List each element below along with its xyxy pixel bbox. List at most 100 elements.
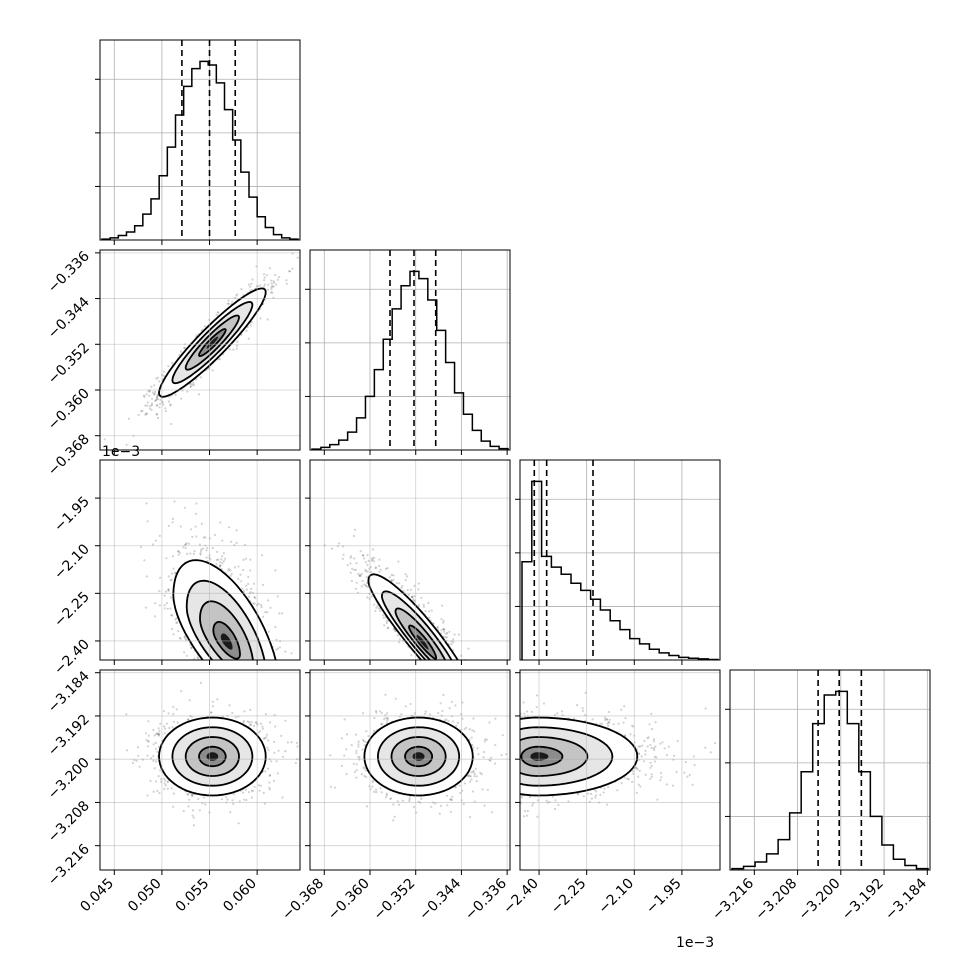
sample-point: [140, 545, 143, 549]
sample-point: [167, 588, 170, 591]
sample-point: [338, 542, 341, 545]
sample-point: [363, 557, 366, 560]
sample-point: [250, 664, 252, 666]
sample-point: [242, 590, 245, 593]
sample-point: [232, 674, 234, 676]
sample-point: [266, 682, 268, 684]
sample-point: [398, 638, 401, 641]
sample-point: [184, 637, 187, 640]
sample-point: [451, 662, 453, 664]
sample-point: [217, 558, 220, 561]
sample-point: [243, 699, 245, 701]
sample-point: [290, 652, 293, 655]
sample-point: [145, 412, 149, 416]
sample-point: [260, 693, 262, 695]
sample-point: [226, 676, 228, 678]
sample-point: [279, 707, 281, 709]
sample-point: [454, 689, 456, 691]
sample-point: [145, 412, 148, 415]
sample-point: [378, 558, 381, 561]
sample-point: [244, 673, 246, 675]
sample-point: [226, 679, 228, 681]
sample-point: [280, 701, 282, 703]
sample-point: [203, 325, 206, 328]
sample-point: [236, 684, 238, 686]
sample-point: [476, 729, 478, 731]
sample-point: [263, 700, 265, 702]
sample-point: [451, 681, 453, 683]
sample-point: [143, 395, 146, 398]
sample-point: [449, 674, 451, 676]
sample-point: [179, 350, 182, 353]
sample-point: [274, 677, 276, 679]
sample-point: [195, 378, 198, 381]
sample-point: [451, 684, 453, 686]
sample-point: [243, 682, 245, 684]
sample-point: [237, 687, 239, 689]
sample-point: [469, 704, 471, 706]
sample-point: [199, 376, 202, 379]
sample-point: [467, 696, 469, 698]
sample-point: [456, 692, 458, 694]
sample-point: [250, 663, 252, 665]
sample-point: [190, 646, 193, 650]
sample-point: [358, 574, 362, 578]
sample-point: [248, 681, 250, 683]
sample-point: [452, 664, 454, 666]
sample-point: [238, 678, 240, 680]
sample-point: [456, 691, 458, 693]
sample-point: [236, 689, 238, 691]
sample-point: [411, 596, 414, 599]
sample-point: [376, 605, 379, 608]
sample-point: [271, 291, 274, 294]
sample-point: [388, 576, 391, 579]
sample-point: [443, 666, 445, 668]
sample-point: [342, 553, 345, 556]
sample-point: [443, 630, 446, 634]
sample-point: [248, 698, 250, 700]
sample-point: [178, 636, 181, 640]
sample-point: [422, 666, 424, 668]
sample-point: [171, 361, 174, 364]
sample-point: [502, 722, 504, 724]
sample-point: [458, 678, 460, 680]
sample-point: [477, 675, 479, 677]
sample-point: [416, 661, 418, 663]
sample-point: [247, 582, 250, 586]
sample-point: [144, 606, 147, 609]
sample-point: [274, 707, 276, 709]
sample-point: [179, 525, 182, 528]
sample-point: [353, 557, 356, 560]
sample-point: [370, 559, 373, 562]
sample-point: [438, 665, 440, 667]
sample-point: [438, 673, 440, 675]
sample-point: [440, 673, 442, 675]
sample-point: [451, 679, 453, 681]
histogram-panel-1: [95, 39, 301, 241]
sample-point: [436, 661, 438, 663]
sample-point: [458, 675, 460, 677]
sample-point: [455, 696, 457, 698]
sample-point: [443, 628, 446, 631]
sample-point: [233, 667, 235, 669]
sample-point: [243, 684, 245, 686]
sample-point: [205, 556, 208, 559]
sample-point: [167, 575, 170, 578]
sample-point: [258, 677, 260, 679]
sample-point: [484, 716, 486, 718]
sample-point: [163, 594, 166, 597]
sample-point: [366, 596, 369, 599]
sample-point: [154, 539, 157, 542]
sample-point: [420, 596, 423, 600]
sample-point: [455, 667, 457, 669]
sample-point: [446, 674, 448, 676]
sample-point: [225, 662, 227, 664]
sample-point: [169, 596, 173, 599]
sample-point: [233, 661, 235, 663]
sample-point: [455, 662, 457, 664]
sample-point: [459, 704, 461, 706]
sample-point: [268, 686, 270, 688]
sample-point: [265, 666, 267, 668]
sample-point: [459, 673, 461, 675]
sample-point: [219, 564, 222, 567]
